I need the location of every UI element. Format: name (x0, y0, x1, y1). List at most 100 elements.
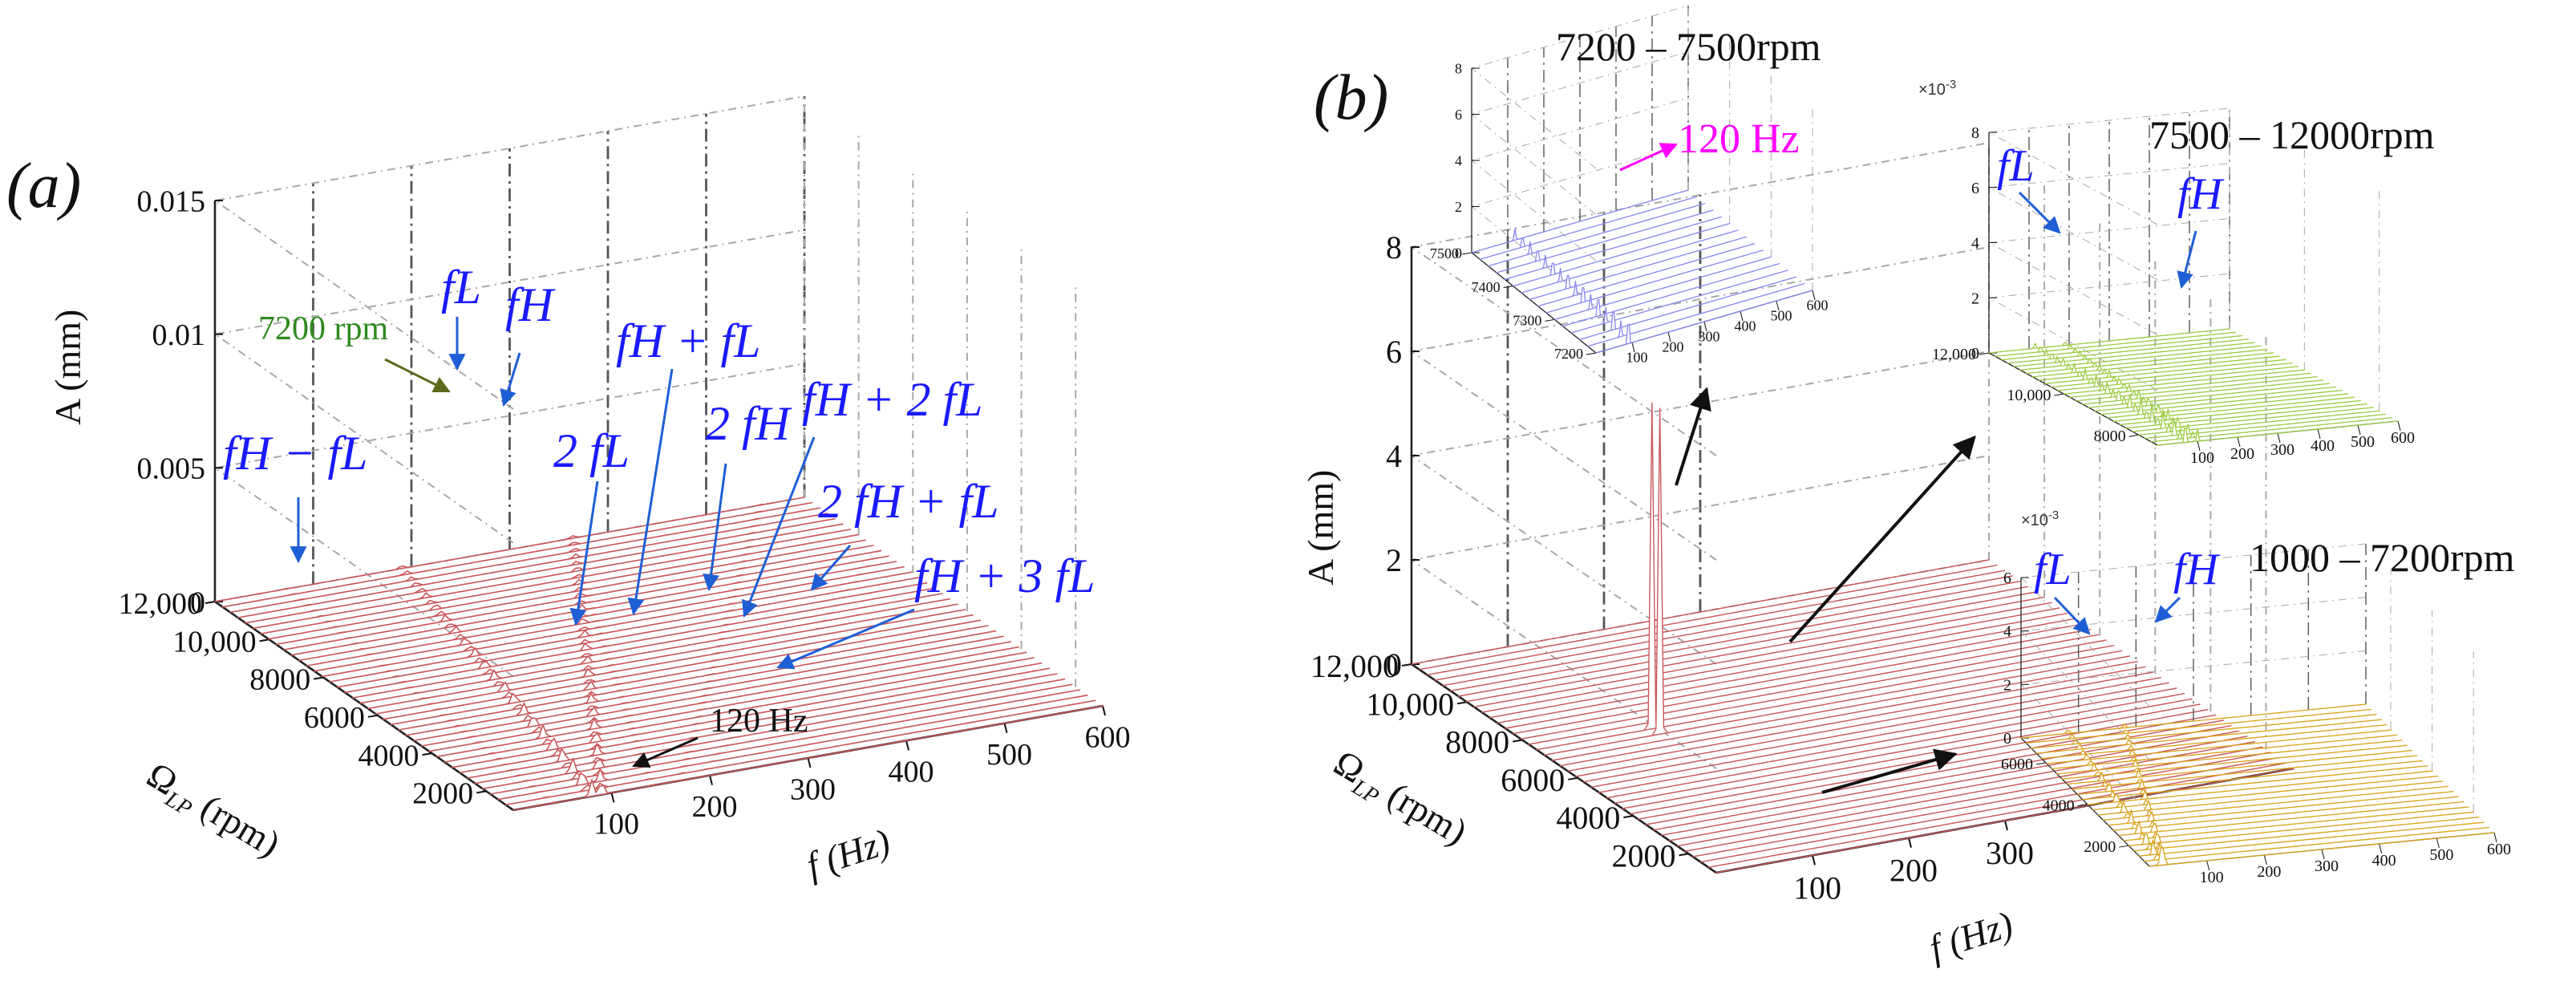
spectrum-slice-8 (1529, 236, 1747, 300)
y-tick-label-0: 0 (1455, 245, 1462, 261)
x-tick-2 (807, 757, 812, 768)
inset2-fH-label: fH (2177, 169, 2225, 219)
spectrum-slice-13 (1614, 698, 2193, 805)
y-tick-label-1: 0.005 (137, 452, 206, 486)
x-tick-label-0: 100 (2200, 869, 2224, 886)
spectrum-slice-18 (1574, 671, 2154, 777)
spectrum-slice-35 (245, 517, 836, 624)
x-tick-label-1: 200 (692, 790, 738, 824)
x-tick-1 (2237, 436, 2241, 448)
x-tick-0 (1812, 855, 1816, 865)
spectrum-slice-32 (1465, 596, 2044, 703)
panel-b-inset-1000-7200: 0 2 4 6 100 200 300 400 500 600 2000 4000 6000 (2001, 543, 2511, 886)
z-tick-0 (1679, 853, 1689, 857)
spectrum-slice-17 (2061, 744, 2408, 780)
spectrum-slice-1 (2150, 417, 2392, 443)
z-tick-1 (2077, 804, 2088, 807)
z-tick-label-1: 7300 (1513, 313, 1541, 329)
inset3-exponent-base: ×10 (2021, 512, 2048, 529)
spectrum-slice-12 (1496, 209, 1714, 274)
panel-a-label: (a) (6, 151, 81, 221)
inset2-fL-arrow (2018, 191, 2061, 234)
inset1-title: 7200 – 7500rpm (1556, 24, 1821, 69)
annot-2fH-plus-fL-label: 2 fH + fL (818, 475, 999, 528)
y-tick-label-0: 0 (2003, 730, 2011, 748)
panel-b-zlabel-unit: (rpm) (1373, 769, 1474, 853)
spectrum-slice-11 (1504, 216, 1722, 280)
spectrum-slice-38 (1419, 564, 1998, 671)
spectrum-slice-8 (1653, 724, 2232, 831)
spectrum-slice-25 (1520, 634, 2100, 740)
spectrum-slice-10 (2097, 780, 2444, 816)
spectrum-slice-6 (466, 673, 1058, 779)
spectrum-slice-29 (290, 549, 882, 656)
x-tick-label-2: 300 (1699, 328, 1720, 344)
spectrum-slice-1 (1587, 283, 1805, 347)
spectrum-slice-31 (275, 539, 867, 646)
spectrum-slice-0 (2157, 420, 2399, 446)
wall-gridline-y-1 (1987, 273, 2230, 391)
z-tick-label-3: 7500 (1430, 245, 1459, 261)
spectrum-slice-11 (1630, 708, 2209, 815)
link-arrow-inset3 (1821, 748, 1958, 794)
spectrum-slice-4 (482, 683, 1073, 790)
spectrum-slice-8 (451, 662, 1043, 768)
z-tick-3 (1513, 739, 1523, 743)
annot-2fH-arrow (703, 463, 727, 592)
spectrum-slice-7 (2112, 396, 2355, 422)
y-tick-label-4: 8 (1455, 60, 1462, 76)
y-tick-label-3: 6 (1386, 334, 1402, 370)
spectrum-slice-16 (2066, 749, 2413, 785)
spectrum-slice-20 (2046, 729, 2392, 764)
spectrum-slice-16 (2056, 366, 2299, 391)
x-tick-0 (2197, 440, 2201, 452)
spectrum-slice-14 (2076, 760, 2424, 796)
spectrum-slice-7 (1537, 243, 1756, 307)
wall-gridline-y-2 (2019, 597, 2367, 760)
x-tick-label-0: 100 (593, 808, 639, 841)
spectrum-slice-16 (1590, 682, 2169, 788)
spectrum-slice-28 (298, 555, 889, 662)
y-tick-label-2: 4 (1971, 235, 1979, 253)
x-tick-2 (2277, 432, 2281, 444)
inset3-exponent-pow: -3 (2048, 509, 2059, 522)
z-tick-label-5: 12,000 (1310, 648, 1399, 684)
spectrum-slices (214, 497, 1104, 811)
z-tick-4 (1456, 701, 1468, 705)
z-tick-label-2: 6000 (2001, 756, 2033, 773)
spectrum-slice-33 (260, 529, 852, 634)
spectrum-slice-25 (321, 571, 913, 678)
spectrum-slice-3 (2138, 410, 2380, 436)
inset1-annotation: 120 Hz (1678, 116, 1800, 162)
spectrum-slice-15 (2072, 755, 2418, 790)
y-tick-label-1: 2 (1455, 199, 1462, 215)
spectrum-slice-22 (2019, 345, 2262, 371)
z-tick-1 (1545, 318, 1555, 322)
z-tick-label-4: 10,000 (1366, 686, 1454, 722)
x-tick-5 (1102, 705, 1106, 716)
spectrum-slice-17 (1582, 676, 2162, 783)
x-tick-3 (2379, 843, 2383, 854)
spectrum-slice-5 (2125, 403, 2367, 429)
y-tick-label-0: 0 (1386, 647, 1402, 683)
y-tick-label-3: 6 (1455, 107, 1462, 123)
y-tick-label-1: 2 (2003, 676, 2011, 694)
spectrum-slice-6 (1545, 249, 1764, 314)
spectrum-slice-28 (1497, 618, 2076, 724)
spectrum-slice-35 (1442, 580, 2021, 687)
x-tick-label-3: 400 (2372, 852, 2396, 869)
spectrum-slice-27 (306, 561, 897, 667)
spectrum-slice-6 (2119, 399, 2361, 426)
y-tick-label-0: 0 (1971, 345, 1979, 363)
panel-b-inset-7200-7500: 0 2 4 6 8 100 200 300 400 500 600 7200 7300 7400 7500 (1430, 5, 1829, 365)
x-tick-label-0: 100 (1626, 349, 1648, 365)
panel-a-zlabel: ΩLP (rpm) (140, 754, 287, 865)
spectrum-slice-4 (2128, 811, 2475, 847)
spectrum-slice-26 (1512, 628, 2092, 735)
x-tick-label-2: 300 (2315, 857, 2339, 875)
x-tick-1 (1908, 837, 1912, 848)
z-tick-label-0: 2000 (1611, 837, 1675, 874)
panel-b-ylabel: A (mm) (1300, 470, 1341, 586)
spectrum-slice-12 (1622, 703, 2201, 809)
